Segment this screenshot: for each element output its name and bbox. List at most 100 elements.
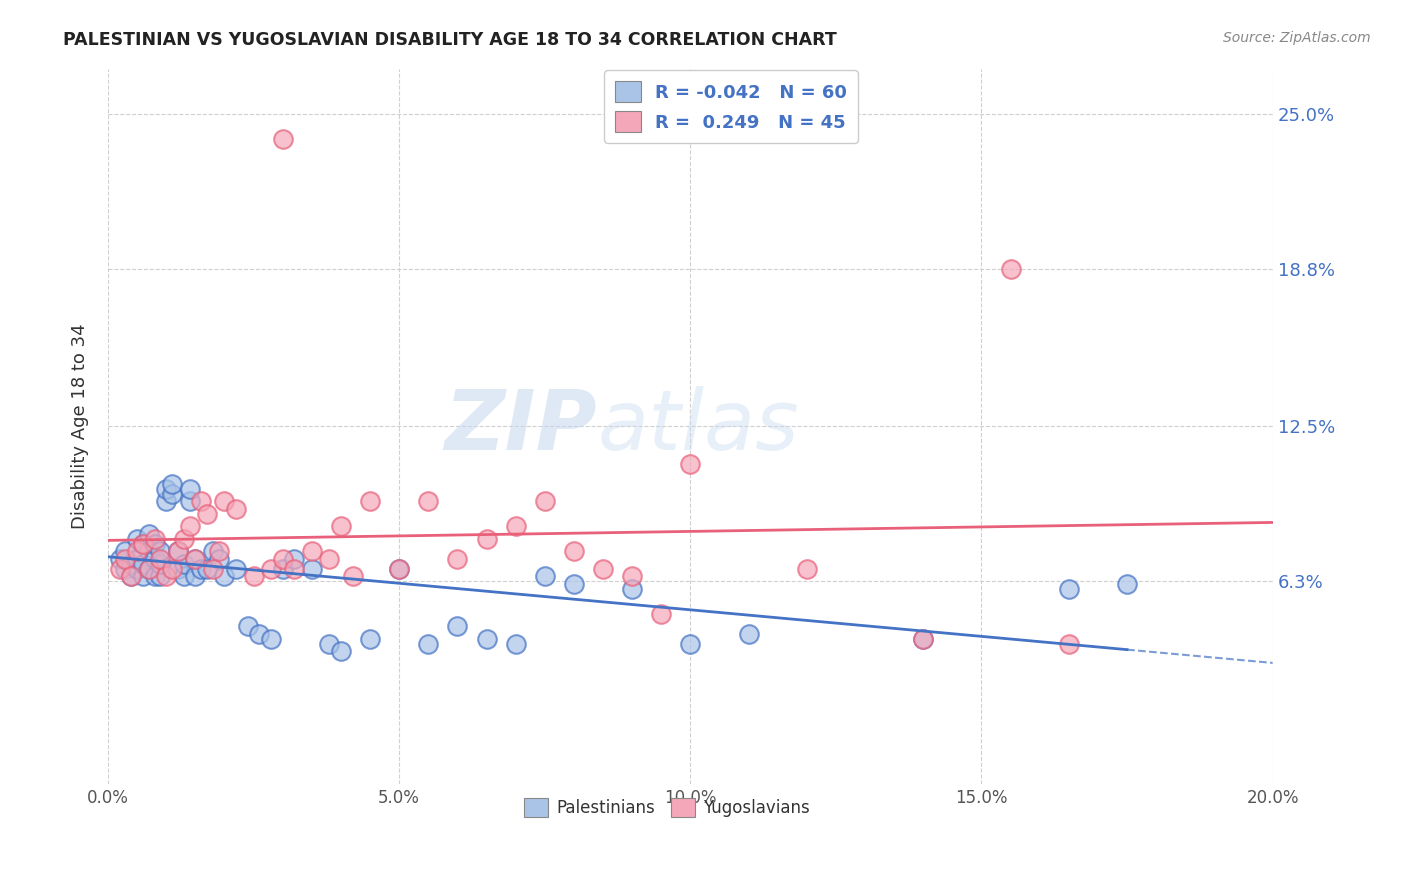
Point <box>195 507 218 521</box>
Point <box>167 544 190 558</box>
Point <box>621 569 644 583</box>
Point <box>143 551 166 566</box>
Point <box>1057 637 1080 651</box>
Point <box>271 131 294 145</box>
Point <box>155 569 177 583</box>
Point <box>1000 261 1022 276</box>
Point <box>127 544 149 558</box>
Point <box>179 494 201 508</box>
Point <box>114 562 136 576</box>
Point <box>621 582 644 596</box>
Point <box>149 569 172 583</box>
Point <box>329 519 352 533</box>
Point <box>388 562 411 576</box>
Point <box>679 457 702 471</box>
Point <box>127 562 149 576</box>
Point <box>173 569 195 583</box>
Text: ZIP: ZIP <box>444 385 598 467</box>
Point <box>120 569 142 583</box>
Point <box>533 494 555 508</box>
Point <box>505 519 527 533</box>
Point <box>562 576 585 591</box>
Point <box>329 644 352 658</box>
Point <box>190 494 212 508</box>
Point <box>225 501 247 516</box>
Point <box>1057 582 1080 596</box>
Point <box>132 536 155 550</box>
Point <box>796 562 818 576</box>
Point <box>149 557 172 571</box>
Point <box>418 494 440 508</box>
Point <box>242 569 264 583</box>
Point <box>247 626 270 640</box>
Point <box>318 551 340 566</box>
Point <box>475 632 498 646</box>
Point <box>214 569 236 583</box>
Point <box>173 557 195 571</box>
Point <box>1116 576 1139 591</box>
Point <box>160 562 183 576</box>
Point <box>201 544 224 558</box>
Point <box>132 557 155 571</box>
Point <box>505 637 527 651</box>
Text: PALESTINIAN VS YUGOSLAVIAN DISABILITY AGE 18 TO 34 CORRELATION CHART: PALESTINIAN VS YUGOSLAVIAN DISABILITY AG… <box>63 31 837 49</box>
Point <box>418 637 440 651</box>
Point <box>446 551 468 566</box>
Point <box>143 569 166 583</box>
Point <box>138 526 160 541</box>
Point <box>214 494 236 508</box>
Point <box>160 486 183 500</box>
Point <box>201 562 224 576</box>
Point <box>184 569 207 583</box>
Point <box>388 562 411 576</box>
Point <box>120 557 142 571</box>
Point <box>127 551 149 566</box>
Text: atlas: atlas <box>598 385 799 467</box>
Point <box>207 544 229 558</box>
Point <box>167 544 190 558</box>
Point <box>184 551 207 566</box>
Point <box>207 551 229 566</box>
Point <box>138 544 160 558</box>
Point <box>155 494 177 508</box>
Point <box>912 632 935 646</box>
Point <box>562 544 585 558</box>
Point <box>114 551 136 566</box>
Point <box>301 562 323 576</box>
Point <box>592 562 614 576</box>
Point <box>149 544 172 558</box>
Point <box>271 551 294 566</box>
Point <box>132 536 155 550</box>
Point <box>173 532 195 546</box>
Point <box>190 562 212 576</box>
Point <box>475 532 498 546</box>
Point <box>155 482 177 496</box>
Point <box>533 569 555 583</box>
Text: Source: ZipAtlas.com: Source: ZipAtlas.com <box>1223 31 1371 45</box>
Point <box>318 637 340 651</box>
Legend: Palestinians, Yugoslavians: Palestinians, Yugoslavians <box>516 789 818 825</box>
Point <box>912 632 935 646</box>
Point <box>260 632 283 646</box>
Point <box>195 562 218 576</box>
Point <box>271 562 294 576</box>
Point <box>167 562 190 576</box>
Point <box>301 544 323 558</box>
Point <box>179 519 201 533</box>
Point <box>446 619 468 633</box>
Point <box>108 551 131 566</box>
Point <box>138 562 160 576</box>
Point <box>179 482 201 496</box>
Point <box>737 626 759 640</box>
Point <box>149 551 172 566</box>
Point <box>359 632 381 646</box>
Point <box>127 532 149 546</box>
Y-axis label: Disability Age 18 to 34: Disability Age 18 to 34 <box>72 323 89 529</box>
Point <box>283 551 305 566</box>
Point <box>184 551 207 566</box>
Point <box>342 569 364 583</box>
Point <box>359 494 381 508</box>
Point <box>143 532 166 546</box>
Point <box>283 562 305 576</box>
Point <box>132 569 155 583</box>
